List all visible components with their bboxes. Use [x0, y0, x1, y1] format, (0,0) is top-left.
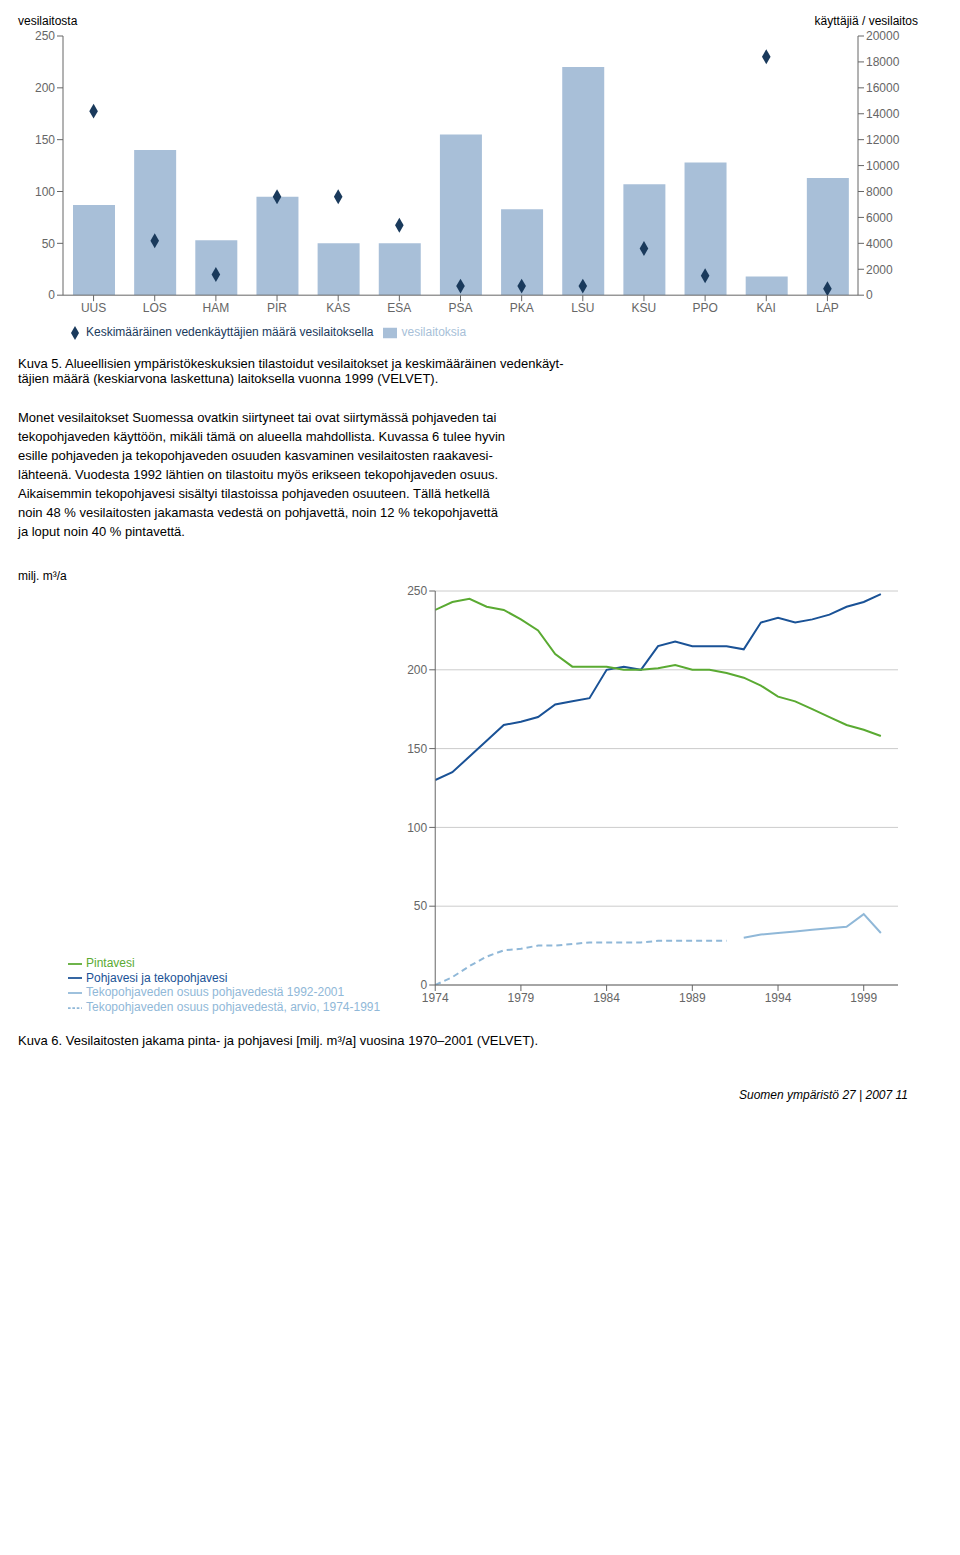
- svg-text:100: 100: [407, 821, 427, 835]
- svg-text:1999: 1999: [850, 991, 877, 1005]
- html-text:Pintavesi: Pintavesi: [86, 955, 135, 970]
- svg-text:0: 0: [421, 978, 428, 992]
- svg-text:12000: 12000: [866, 133, 900, 147]
- html-text:noin 48 % vesilaitosten jakama: noin 48 % vesilaitosten jakamasta vedest…: [18, 505, 498, 520]
- svg-text:1979: 1979: [508, 991, 535, 1005]
- svg-text:LOS: LOS: [143, 301, 167, 315]
- svg-text:250: 250: [407, 584, 427, 598]
- svg-text:PPO: PPO: [692, 301, 717, 315]
- svg-text:14000: 14000: [866, 107, 900, 121]
- svg-text:150: 150: [35, 133, 55, 147]
- html-text:Kuva 6. Vesilaitosten jakama p: Kuva 6. Vesilaitosten jakama pinta- ja p…: [18, 1033, 538, 1048]
- html-text:käyttäjiä / vesilaitos: käyttäjiä / vesilaitos: [814, 14, 918, 28]
- svg-text:250: 250: [35, 29, 55, 43]
- svg-text:LAP: LAP: [816, 301, 839, 315]
- svg-text:UUS: UUS: [81, 301, 106, 315]
- svg-text:200: 200: [35, 81, 55, 95]
- html-text:Tekopohjaveden osuus pohjavede: Tekopohjaveden osuus pohjavedestä 1992-2…: [86, 985, 345, 1000]
- svg-text:KSU: KSU: [632, 301, 657, 315]
- html-text:Aikaisemmin tekopohjavesi sisä: Aikaisemmin tekopohjavesi sisältyi tilas…: [18, 486, 490, 501]
- svg-text:PIR: PIR: [267, 301, 287, 315]
- svg-text:200: 200: [407, 663, 427, 677]
- svg-text:4000: 4000: [866, 237, 893, 251]
- html-text:Pohjavesi ja tekopohjavesi: Pohjavesi ja tekopohjavesi: [86, 970, 228, 985]
- html-text:Kuva 5. Alueellisien ympäristö: Kuva 5. Alueellisien ympäristökeskuksien…: [18, 356, 564, 371]
- html-text:ja loput noin 40 % pintavettä.: ja loput noin 40 % pintavettä.: [18, 524, 185, 539]
- html-text:Suomen ympäristö 27 | 2007 11: Suomen ympäristö 27 | 2007 11: [739, 1088, 908, 1102]
- html-text:Keskimääräinen vedenkäyttäjien: Keskimääräinen vedenkäyttäjien määrä ves…: [86, 325, 374, 340]
- svg-text:18000: 18000: [866, 55, 900, 69]
- svg-text:0: 0: [48, 288, 55, 302]
- svg-text:10000: 10000: [866, 159, 900, 173]
- svg-text:50: 50: [414, 899, 428, 913]
- svg-text:6000: 6000: [866, 211, 893, 225]
- svg-text:KAI: KAI: [757, 301, 776, 315]
- svg-text:PSA: PSA: [448, 301, 472, 315]
- svg-text:1974: 1974: [422, 991, 449, 1005]
- svg-text:0: 0: [866, 288, 873, 302]
- svg-text:1989: 1989: [679, 991, 706, 1005]
- svg-text:PKA: PKA: [510, 301, 534, 315]
- svg-text:150: 150: [407, 742, 427, 756]
- html-text:vesilaitosta: vesilaitosta: [18, 14, 78, 28]
- svg-text:KAS: KAS: [326, 301, 350, 315]
- svg-text:100: 100: [35, 185, 55, 199]
- html-text:täjien määrä (keskiarvona lask: täjien määrä (keskiarvona laskettuna) la…: [18, 371, 439, 386]
- html-text:esille pohjaveden ja tekopohja: esille pohjaveden ja tekopohjaveden osuu…: [18, 448, 493, 463]
- svg-text:8000: 8000: [866, 185, 893, 199]
- html-text:milj. m³/a: milj. m³/a: [18, 569, 67, 583]
- html-text:vesilaitoksia: vesilaitoksia: [401, 325, 467, 340]
- svg-text:ESA: ESA: [387, 301, 411, 315]
- svg-text:1994: 1994: [765, 991, 792, 1005]
- svg-text:1984: 1984: [593, 991, 620, 1005]
- svg-text:50: 50: [42, 237, 56, 251]
- html-text:Tekopohjaveden osuus pohjavede: Tekopohjaveden osuus pohjavedestä, arvio…: [86, 1000, 381, 1015]
- svg-text:LSU: LSU: [571, 301, 594, 315]
- svg-text:2000: 2000: [866, 263, 893, 277]
- svg-text:16000: 16000: [866, 81, 900, 95]
- svg-text:20000: 20000: [866, 29, 900, 43]
- html-text:lähteenä. Vuodesta 1992 lähtie: lähteenä. Vuodesta 1992 lähtien on tilas…: [18, 467, 499, 482]
- svg-text:HAM: HAM: [203, 301, 230, 315]
- html-text:Monet vesilaitokset Suomessa o: Monet vesilaitokset Suomessa ovatkin sii…: [18, 410, 497, 425]
- html-text:tekopohjaveden käyttöön, mikäl: tekopohjaveden käyttöön, mikäli tämä on …: [18, 429, 506, 444]
